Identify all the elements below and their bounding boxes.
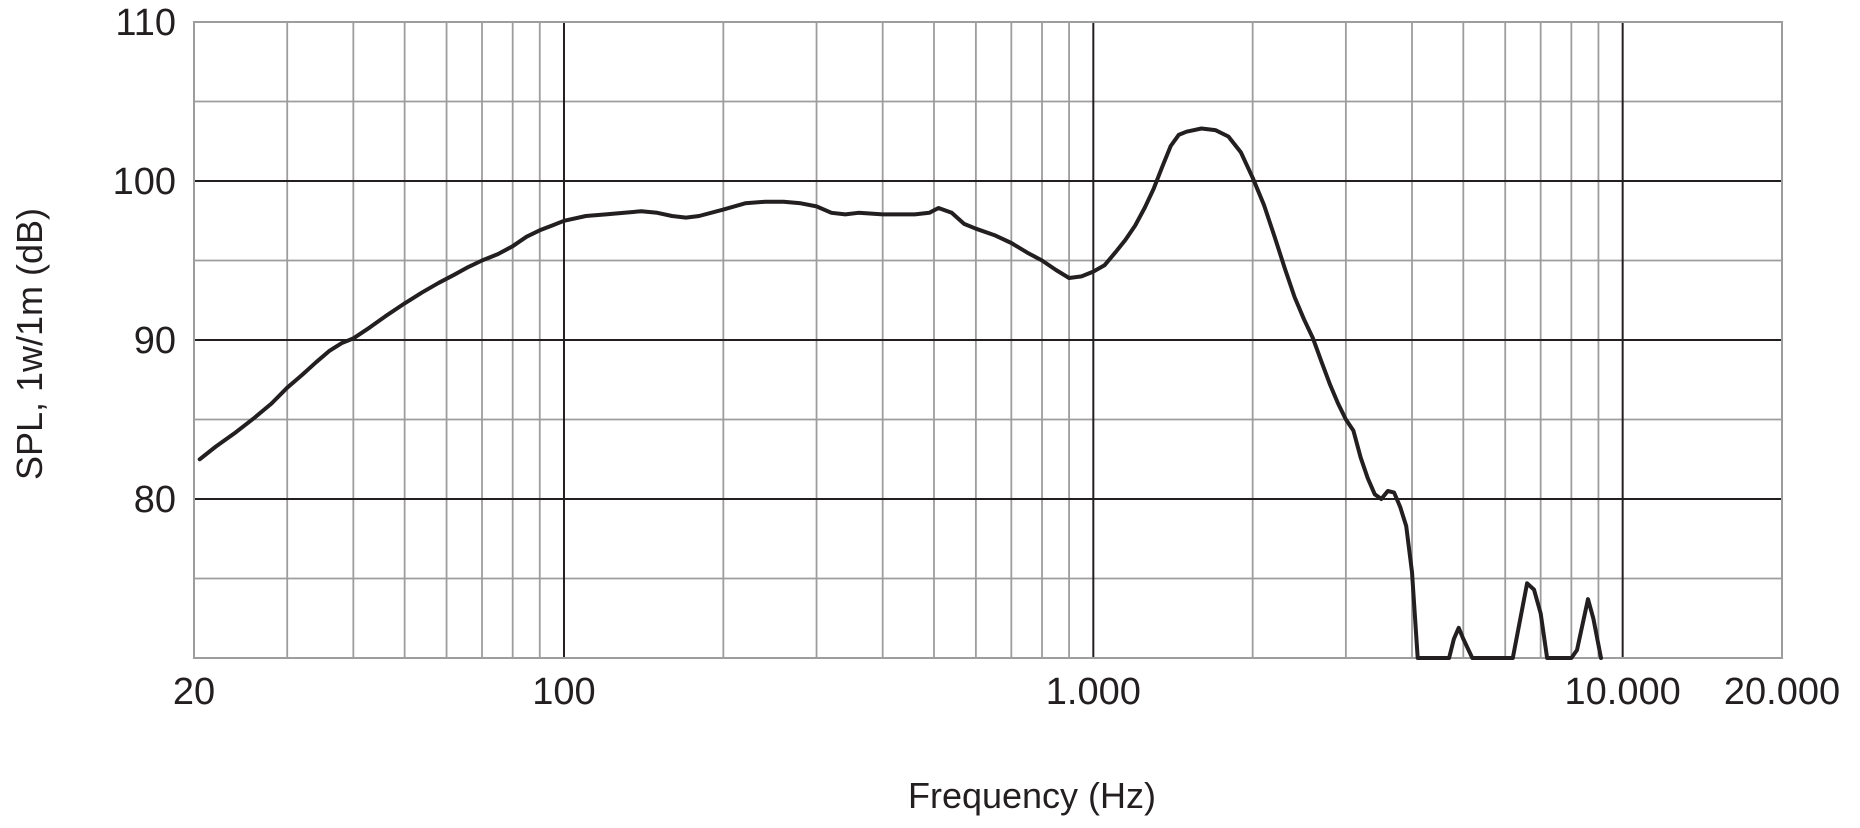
plot-frame: [193, 21, 1783, 659]
y-tick-label: 90: [134, 320, 176, 362]
x-axis-label: Frequency (Hz): [908, 775, 1156, 816]
y-axis-label: SPL, 1w/1m (dB): [9, 208, 50, 480]
x-tick-label: 10.000: [1565, 671, 1681, 713]
y-tick-label: 100: [113, 161, 176, 203]
x-tick-label: 20.000: [1724, 671, 1840, 713]
y-tick-labels: 80 90 100 110: [113, 2, 176, 521]
x-tick-label: 100: [532, 671, 595, 713]
y-tick-label: 80: [134, 479, 176, 521]
y-tick-label: 110: [115, 2, 176, 44]
spl-response-line: [197, 126, 1603, 660]
x-tick-labels: 20 100 1.000 10.000 20.000: [173, 671, 1840, 713]
major-gridlines: [194, 22, 1782, 658]
x-tick-label: 1.000: [1046, 671, 1141, 713]
x-tick-label: 20: [173, 671, 215, 713]
